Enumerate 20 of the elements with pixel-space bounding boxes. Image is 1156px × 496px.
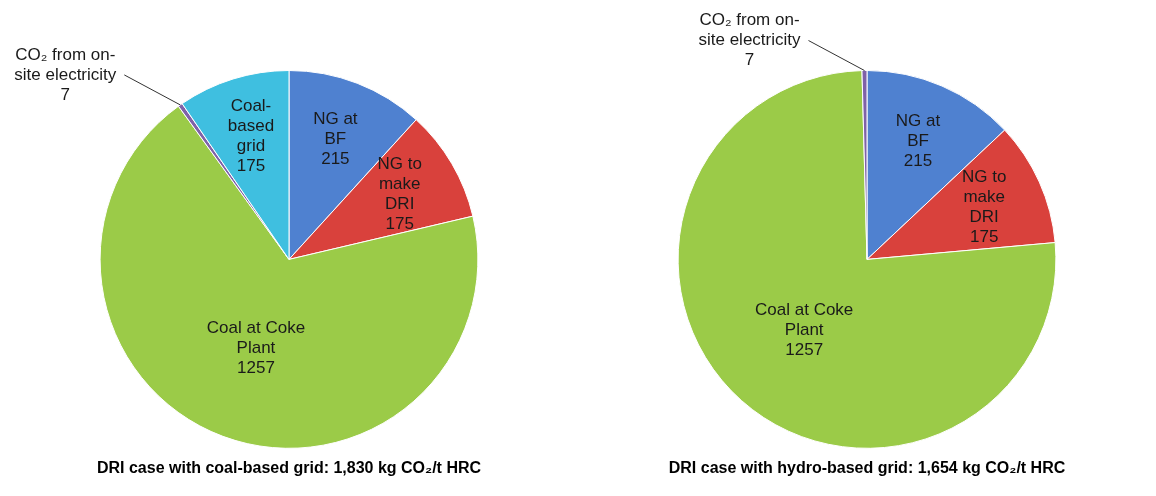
slice-label: NG at BF (895, 111, 941, 151)
data-label: 175 (236, 156, 266, 176)
data-label: 7 (60, 84, 71, 104)
data-label: 7 (744, 50, 755, 70)
slice-label: Coal-based grid (227, 96, 275, 156)
slice-label: CO₂ from on-site electricity (14, 44, 117, 84)
data-label: 1257 (785, 339, 824, 359)
slice-label: NG at BF (313, 109, 358, 149)
slice-label: CO₂ from on-site electricity (698, 10, 801, 50)
data-label: 175 (970, 226, 999, 246)
slice-label: NG to make DRI (962, 166, 1007, 226)
slice-label: Coal at Coke Plant (755, 299, 854, 339)
data-label: 175 (385, 213, 414, 233)
slice-label: Coal at Coke Plant (206, 317, 306, 357)
data-label: 215 (903, 151, 933, 171)
data-label: 1257 (237, 357, 275, 377)
text: DRI case with hydro-based grid: 1,654 kg CO₂/t HRC (668, 458, 1066, 476)
slice-label: NG to make DRI (377, 153, 422, 213)
text: DRI case with coal-based grid: 1,830 kg CO₂/t HRC (96, 458, 482, 476)
data-label: 215 (321, 149, 350, 169)
